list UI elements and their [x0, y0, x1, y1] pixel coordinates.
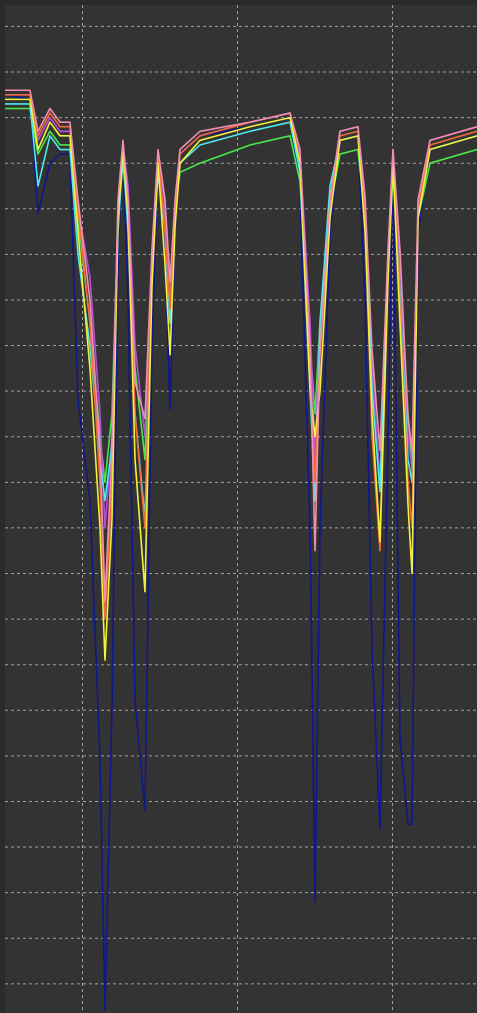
series-line: [5, 98, 477, 661]
plot-area: [5, 5, 477, 1013]
traces: [4, 89, 477, 1011]
series-line: [5, 89, 477, 602]
